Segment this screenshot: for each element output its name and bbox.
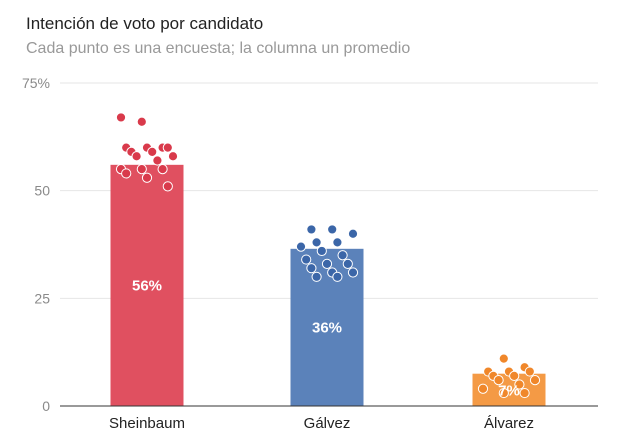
poll-point (131, 151, 142, 162)
poll-point (327, 224, 338, 235)
bar (110, 164, 184, 406)
poll-point (306, 263, 317, 274)
poll-point (332, 237, 343, 248)
x-tick-label: Sheinbaum (109, 415, 185, 432)
poll-point (157, 164, 168, 175)
poll-point (524, 366, 535, 377)
data-label: 7% (498, 383, 520, 400)
y-tick-label: 0 (42, 398, 50, 414)
poll-point (337, 250, 348, 261)
poll-point (115, 112, 127, 123)
poll-point (493, 375, 504, 386)
poll-point (509, 370, 520, 381)
poll-point (477, 383, 489, 394)
poll-point (311, 271, 322, 282)
poll-point (347, 228, 359, 239)
poll-point (167, 151, 179, 162)
poll-point (311, 237, 322, 248)
poll-point (162, 181, 173, 192)
data-label: 56% (132, 277, 162, 294)
poll-point (347, 267, 359, 278)
y-tick-label: 75% (22, 75, 50, 91)
poll-point (136, 116, 147, 127)
poll-point (498, 353, 509, 364)
poll-point (147, 146, 158, 158)
x-tick-label: Álvarez (484, 415, 534, 432)
poll-point (152, 155, 163, 166)
poll-point (321, 258, 333, 269)
poll-point (519, 387, 530, 399)
poll-point (332, 271, 343, 282)
poll-point (514, 379, 525, 390)
chart-subtitle: Cada punto es una encuesta; la columna u… (26, 40, 411, 57)
poll-point (342, 258, 353, 269)
poll-point (141, 172, 153, 183)
poll-point (295, 241, 307, 252)
poll-point (301, 254, 312, 265)
poll-point (121, 168, 132, 179)
y-tick-label: 25 (34, 290, 50, 306)
y-tick-label: 50 (34, 183, 50, 199)
data-label: 36% (312, 319, 342, 336)
chart-title: Intención de voto por candidato (26, 14, 264, 33)
poll-point (529, 375, 541, 386)
poll-point (306, 224, 317, 235)
poll-point (162, 142, 173, 153)
poll-point (316, 245, 327, 257)
x-tick-label: Gálvez (304, 415, 351, 432)
poll-point (498, 387, 509, 399)
poll-point (136, 164, 147, 175)
